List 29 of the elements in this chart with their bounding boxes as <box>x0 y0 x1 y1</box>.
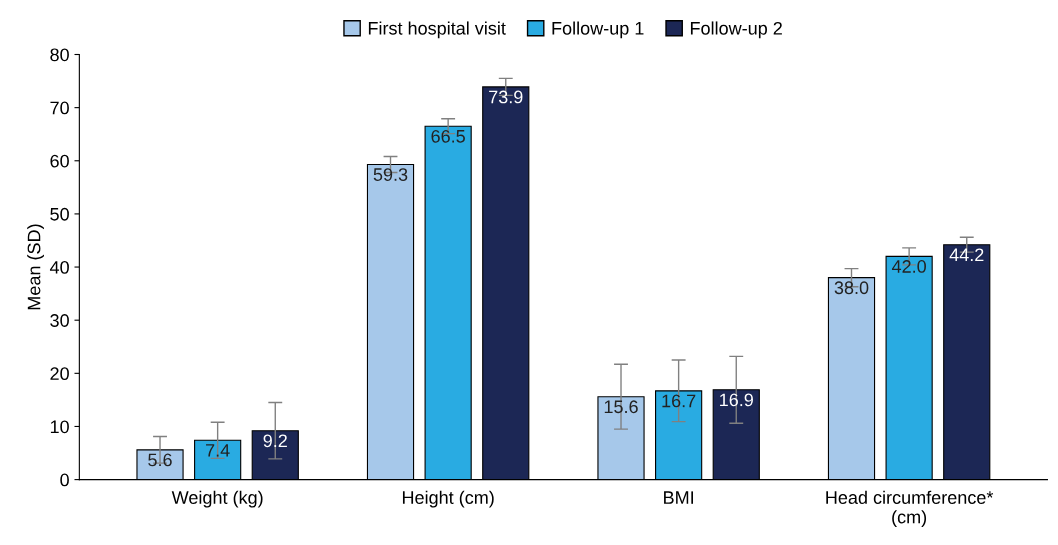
data-label: 42.0 <box>891 260 926 273</box>
x-tick-label: BMI <box>664 491 694 504</box>
x-tick-label: Weight (kg) <box>171 490 263 508</box>
data-label: 9.2 <box>263 434 287 448</box>
y-tick-label: 40 <box>49 260 69 274</box>
data-label: 59.3 <box>373 168 408 181</box>
data-label: 66.5 <box>431 129 465 143</box>
y-axis-title: Mean (SD) <box>27 224 44 310</box>
data-label: 44.2 <box>949 248 984 262</box>
legend-label: First hospital visit <box>368 21 506 39</box>
legend-label: Follow-up 1 <box>552 21 644 39</box>
y-tick-label: 30 <box>50 314 69 327</box>
y-tick-label: 60 <box>50 154 69 168</box>
data-label: 5.6 <box>148 453 172 467</box>
y-tick-label: 0 <box>60 473 69 487</box>
x-tick-label: Head circumference* (cm) <box>826 490 994 527</box>
y-tick-label: 20 <box>50 367 69 381</box>
data-label: 73.9 <box>489 90 523 104</box>
y-tick-label: 70 <box>50 101 69 115</box>
data-label: 15.6 <box>604 400 638 414</box>
y-tick-label: 10 <box>50 420 69 434</box>
y-tick-label: 80 <box>50 48 69 62</box>
legend-label: Follow-up 2 <box>690 21 782 39</box>
data-label: 7.4 <box>206 444 230 457</box>
y-tick-label: 50 <box>50 207 69 221</box>
data-label: 16.7 <box>662 394 696 408</box>
data-label: 38.0 <box>834 281 869 295</box>
x-tick-label: Height (cm) <box>402 490 494 508</box>
data-label: 16.9 <box>720 393 753 407</box>
